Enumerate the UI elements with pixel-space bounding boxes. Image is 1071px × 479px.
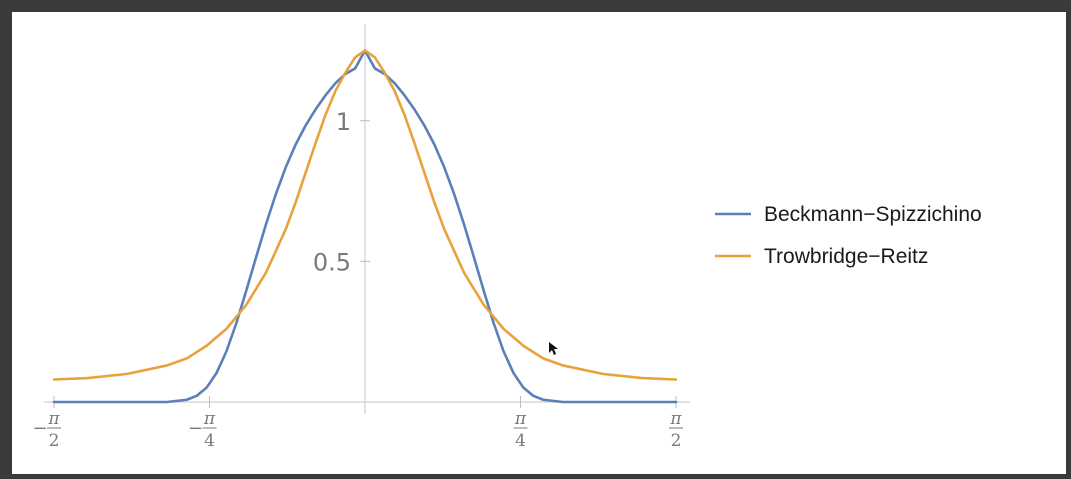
mouse-cursor-icon bbox=[549, 342, 558, 355]
x-tick-numerator: π bbox=[669, 409, 682, 429]
legend-label: Beckmann−Spizzichino bbox=[764, 203, 982, 226]
y-tick-labels: 0.51 bbox=[313, 108, 351, 277]
axes bbox=[44, 24, 690, 414]
x-tick-numerator: π bbox=[514, 409, 527, 429]
plot-canvas: π 2− π 4− π 4 π 2 0.5 1 Beckmann−Spizzichino Trow… bbox=[12, 12, 1066, 474]
x-tick-label: π4 bbox=[513, 409, 528, 451]
x-tick-sign: − bbox=[188, 418, 203, 439]
x-tick-denominator: 2 bbox=[49, 431, 60, 451]
x-tick-label: π2 bbox=[669, 409, 683, 451]
x-tick-label: π2− bbox=[32, 409, 61, 451]
x-tick-label: π4− bbox=[188, 409, 217, 451]
x-tick-numerator: π bbox=[47, 409, 60, 429]
x-tick-denominator: 2 bbox=[671, 431, 682, 451]
legend: Beckmann−Spizzichino Trowbridge−Reitz bbox=[715, 203, 982, 268]
y-tick-label: 0.5 bbox=[313, 248, 351, 276]
legend-label: Trowbridge−Reitz bbox=[764, 245, 928, 268]
y-tick-label: 1 bbox=[336, 108, 351, 136]
series-line-1 bbox=[52, 49, 678, 381]
x-tick-numerator: π bbox=[203, 409, 216, 429]
x-tick-denominator: 4 bbox=[515, 431, 526, 451]
x-tick-denominator: 4 bbox=[204, 431, 215, 451]
series-layer bbox=[52, 49, 678, 404]
x-tick-sign: − bbox=[32, 418, 47, 439]
